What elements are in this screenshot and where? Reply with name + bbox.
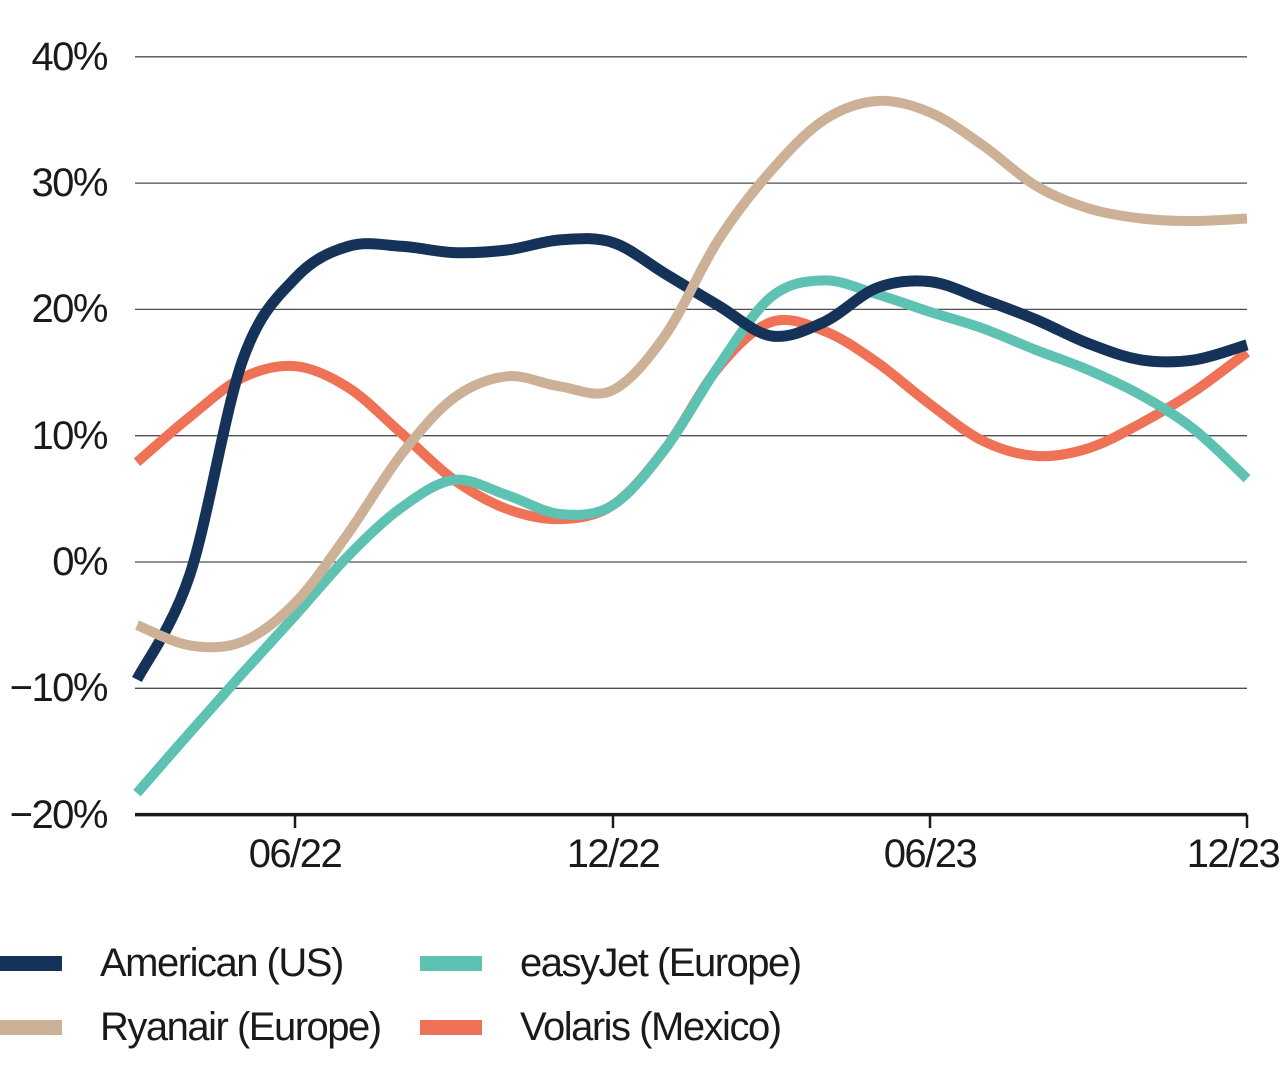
- legend-item-easyjet: easyJet (Europe): [420, 939, 802, 987]
- legend-label-easyjet: easyJet (Europe): [520, 940, 802, 985]
- x-axis-tick-label: 06/22: [248, 832, 343, 876]
- series-line-ryanair: [135, 95, 1248, 653]
- legend-label-volaris: Volaris (Mexico): [520, 1004, 782, 1049]
- legend-label-american: American (US): [100, 940, 344, 985]
- legend-swatch-easyjet: [420, 955, 482, 971]
- x-axis-tick-label: 12/23: [1186, 832, 1280, 876]
- series-line-easyjet: [133, 275, 1251, 797]
- y-axis-tick-label: 20%: [31, 287, 108, 332]
- series-line-volaris: [133, 314, 1251, 525]
- x-axis-tick-label: 12/22: [566, 832, 661, 876]
- y-axis-tick-label: 0%: [52, 540, 108, 584]
- legend-swatch-volaris: [420, 1019, 482, 1035]
- y-axis-tick-label: 30%: [31, 161, 108, 206]
- legend-item-volaris: Volaris (Mexico): [420, 1003, 782, 1051]
- legend-swatch-american: [0, 955, 62, 971]
- legend-item-american: American (US): [0, 939, 344, 987]
- legend-label-ryanair: Ryanair (Europe): [100, 1004, 382, 1049]
- legend-item-ryanair: Ryanair (Europe): [0, 1003, 382, 1051]
- y-axis-tick-label: −20%: [9, 792, 109, 837]
- y-axis-tick-label: 10%: [31, 413, 108, 458]
- x-axis-tick-label: 06/23: [883, 832, 978, 876]
- series-line-american: [132, 233, 1249, 683]
- legend-swatch-ryanair: [0, 1019, 62, 1035]
- y-axis-tick-label: −10%: [9, 666, 109, 711]
- y-axis-tick-label: 40%: [31, 34, 108, 79]
